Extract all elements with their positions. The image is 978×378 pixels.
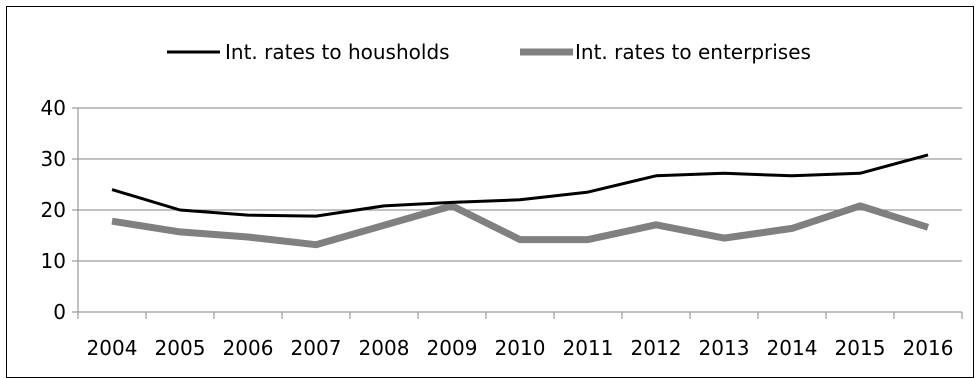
legend-label: Int. rates to enterprises bbox=[575, 40, 811, 64]
x-tick-label: 2006 bbox=[223, 336, 274, 360]
x-tick-label: 2004 bbox=[87, 336, 138, 360]
series-line-enterprises bbox=[112, 206, 928, 245]
y-tick-label: 10 bbox=[41, 249, 66, 273]
y-tick-label: 20 bbox=[41, 198, 66, 222]
x-tick-label: 2007 bbox=[291, 336, 342, 360]
y-tick-label: 30 bbox=[41, 147, 66, 171]
x-tick-label: 2005 bbox=[155, 336, 206, 360]
x-tick-label: 2008 bbox=[359, 336, 410, 360]
x-tick-label: 2013 bbox=[699, 336, 750, 360]
series-lines bbox=[112, 155, 928, 245]
y-tick-label: 0 bbox=[53, 300, 66, 324]
legend-label: Int. rates to housholds bbox=[225, 40, 450, 64]
legend: Int. rates to housholds Int. rates to ent… bbox=[167, 40, 811, 64]
y-tick-label: 40 bbox=[41, 96, 66, 120]
x-tick-label: 2015 bbox=[835, 336, 886, 360]
series-line-households bbox=[112, 155, 928, 216]
x-tick-label: 2016 bbox=[903, 336, 954, 360]
x-tick-label: 2009 bbox=[427, 336, 478, 360]
x-tick-label: 2014 bbox=[767, 336, 818, 360]
x-tick-label: 2011 bbox=[563, 336, 614, 360]
x-tick-label: 2012 bbox=[631, 336, 682, 360]
x-tick-label: 2010 bbox=[495, 336, 546, 360]
